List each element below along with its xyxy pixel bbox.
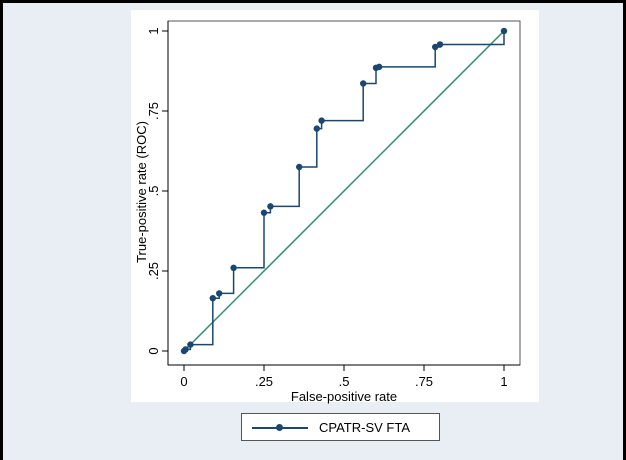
roc-point [187, 341, 194, 348]
roc-point [260, 209, 268, 216]
legend: CPATR-SV FTA [241, 413, 440, 441]
roc-point [209, 295, 216, 302]
reference-diagonal-line [183, 30, 505, 352]
roc-point [432, 43, 439, 51]
roc-point [182, 346, 189, 353]
y-tick-label: .25 [146, 262, 161, 280]
y-tick-label: .5 [146, 186, 161, 197]
roc-point [216, 290, 223, 297]
y-axis-title: True-positive rate (ROC) [134, 121, 149, 263]
x-tick-label: 1 [500, 374, 507, 389]
frame-right-edge [623, 0, 626, 460]
y-tick-label: 0 [146, 347, 161, 354]
legend-marker-swatch [276, 424, 283, 431]
roc-point [376, 63, 383, 71]
frame-top-edge [0, 0, 626, 3]
roc-point [500, 27, 508, 35]
legend-label: CPATR-SV FTA [319, 420, 410, 435]
roc-point [360, 80, 367, 87]
x-tick-label: .25 [255, 374, 273, 389]
x-axis-title: False-positive rate [291, 389, 397, 404]
roc-point [230, 264, 237, 271]
roc-point [318, 117, 325, 124]
x-tick-label: 0 [180, 374, 187, 389]
ticks-layer: 0 .25 .5 .75 1 0 .25 .5 .75 1 [146, 27, 508, 389]
y-tick-label: 1 [146, 27, 161, 34]
x-tick-label: .75 [415, 374, 433, 389]
x-tick-label: .5 [339, 374, 350, 389]
series-layer [180, 27, 508, 355]
y-tick-label: .75 [146, 102, 161, 120]
frame-left-edge [0, 0, 3, 460]
roc-point [296, 163, 303, 171]
roc-point [267, 203, 274, 210]
roc-point [313, 125, 320, 132]
roc-point [436, 41, 444, 48]
